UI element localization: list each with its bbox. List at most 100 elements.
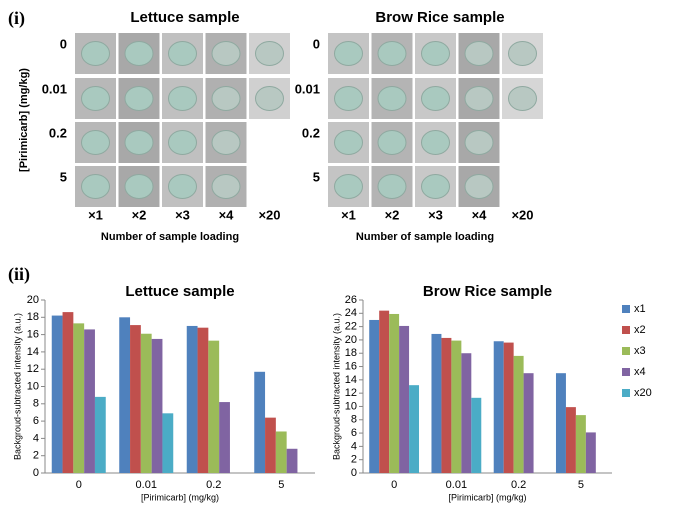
legend-label: x2 <box>634 324 646 336</box>
photo-spot <box>124 86 154 111</box>
bar <box>399 325 410 473</box>
y-axis-label: Backgroud-subtracted intensity (a.u.) <box>12 313 22 460</box>
y-tick-label: 4 <box>33 432 39 444</box>
photo-spot <box>81 174 110 199</box>
chart-title: Brow Rice sample <box>423 283 552 300</box>
bar <box>254 371 266 473</box>
photo-spot <box>377 174 407 199</box>
legend-label: x3 <box>634 345 646 357</box>
bar <box>151 338 163 473</box>
bar <box>461 353 472 473</box>
y-axis-label: [Pirimicarb] (mg/kg) <box>18 68 30 172</box>
bar <box>119 317 131 473</box>
row-label: 0 <box>313 36 320 51</box>
photo-spot <box>334 86 363 111</box>
x-tick-label: 5 <box>278 479 284 491</box>
bar <box>523 373 534 473</box>
photo-spot <box>211 41 241 66</box>
x-axis-label: Number of sample loading <box>101 231 239 243</box>
x-tick-label: 0.01 <box>446 479 467 491</box>
y-tick-label: 12 <box>27 363 39 375</box>
row-label: 0.2 <box>49 125 67 140</box>
panel-title: Brow Rice sample <box>375 9 504 26</box>
photo-spot <box>334 41 363 66</box>
y-tick-label: 14 <box>27 346 39 358</box>
photo-spot <box>377 86 407 111</box>
y-tick-label: 26 <box>345 294 357 306</box>
bar <box>585 432 596 473</box>
bar <box>379 310 390 473</box>
bar <box>389 313 400 473</box>
x-axis-label: [Pirimicarb] (mg/kg) <box>448 492 526 502</box>
photo-spot <box>508 41 537 66</box>
bar <box>73 323 85 473</box>
photo-spot <box>255 41 284 66</box>
panel-label: (i) <box>8 8 25 29</box>
y-tick-label: 18 <box>27 311 39 323</box>
photo-spot <box>464 41 494 66</box>
legend-swatch <box>622 347 630 355</box>
photo-spot <box>464 174 494 199</box>
bar <box>565 407 576 473</box>
x-axis-label: [Pirimicarb] (mg/kg) <box>141 492 219 502</box>
y-tick-label: 22 <box>345 321 357 333</box>
y-tick-label: 2 <box>351 454 357 466</box>
bar <box>162 413 174 473</box>
photo-spot <box>255 86 284 111</box>
photo-spot <box>168 41 197 66</box>
row-label: 0 <box>60 36 67 51</box>
photo-spot <box>421 174 450 199</box>
photo-spot <box>508 86 537 111</box>
row-label: 0.01 <box>42 81 67 96</box>
bar <box>130 325 141 473</box>
bar <box>513 355 524 473</box>
x-tick-label: 0 <box>391 479 397 491</box>
photo-spot <box>211 86 241 111</box>
photo-spot <box>421 41 450 66</box>
y-tick-label: 24 <box>345 307 357 319</box>
y-tick-label: 4 <box>351 440 357 452</box>
bar <box>219 402 230 473</box>
bar <box>503 342 514 473</box>
legend-swatch <box>622 389 630 397</box>
photo-spot <box>421 86 450 111</box>
y-tick-label: 8 <box>351 414 357 426</box>
bar <box>493 341 504 473</box>
column-label: ×2 <box>385 207 400 222</box>
bar <box>51 315 63 473</box>
column-label: ×3 <box>175 207 190 222</box>
photo-spot <box>421 130 450 155</box>
legend-swatch <box>622 326 630 334</box>
y-tick-label: 6 <box>33 415 39 427</box>
y-tick-label: 10 <box>27 380 39 392</box>
column-label: ×1 <box>88 207 103 222</box>
row-label: 5 <box>60 169 67 184</box>
column-label: ×20 <box>258 207 280 222</box>
column-label: ×20 <box>511 207 533 222</box>
y-tick-label: 14 <box>345 374 357 386</box>
legend-label: x20 <box>634 387 652 399</box>
photo-spot <box>334 130 363 155</box>
photo-spot <box>168 174 197 199</box>
x-tick-label: 0 <box>76 479 82 491</box>
y-tick-label: 12 <box>345 387 357 399</box>
photo-spot <box>168 86 197 111</box>
bar <box>286 448 298 473</box>
y-tick-label: 2 <box>33 450 39 462</box>
y-tick-label: 6 <box>351 427 357 439</box>
x-tick-label: 0.2 <box>206 479 221 491</box>
photo-spot <box>124 174 154 199</box>
bar <box>197 327 209 473</box>
row-label: 0.01 <box>295 81 320 96</box>
photo-spot <box>81 130 110 155</box>
x-tick-label: 5 <box>578 479 584 491</box>
bar <box>471 397 482 473</box>
row-label: 5 <box>313 169 320 184</box>
photo-spot <box>168 130 197 155</box>
column-label: ×4 <box>219 207 235 222</box>
y-tick-label: 16 <box>345 360 357 372</box>
y-tick-label: 8 <box>33 398 39 410</box>
bar <box>441 337 452 473</box>
x-tick-label: 0.2 <box>511 479 526 491</box>
photo-spot <box>81 41 110 66</box>
